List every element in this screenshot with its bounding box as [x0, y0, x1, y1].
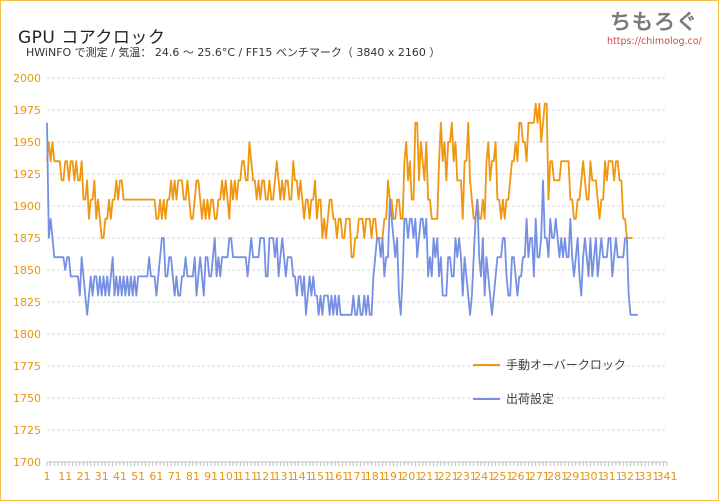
x-tick-label: 301 — [584, 470, 605, 483]
x-tick-label: 291 — [565, 470, 586, 483]
x-tick-label: 321 — [620, 470, 641, 483]
x-tick-label: 91 — [204, 470, 218, 483]
y-tick-label: 1800 — [13, 328, 41, 341]
y-tick-label: 1925 — [13, 168, 41, 181]
legend-label-1: 出荷設定 — [506, 391, 554, 406]
x-tick-label: 241 — [474, 470, 495, 483]
x-tick-label: 151 — [310, 470, 331, 483]
x-tick-label: 1 — [44, 470, 51, 483]
x-tick-label: 171 — [347, 470, 368, 483]
x-tick-label: 101 — [219, 470, 240, 483]
chart-subtitle: HWiNFO で測定 / 気温： 24.6 ～ 25.6°C / FF15 ベン… — [26, 46, 441, 59]
x-tick-label: 41 — [113, 470, 127, 483]
x-tick-label: 231 — [456, 470, 477, 483]
y-tick-label: 1725 — [13, 424, 41, 437]
x-tick-label: 31 — [95, 470, 109, 483]
y-tick-label: 2000 — [13, 72, 41, 85]
x-tick-label: 21 — [76, 470, 90, 483]
y-tick-label: 1700 — [13, 456, 41, 469]
x-tick-label: 271 — [529, 470, 550, 483]
x-axis: 1 11 21 31 41 51 61 71 81 91 101111121131141151161… — [44, 461, 678, 483]
y-tick-label: 1975 — [13, 104, 41, 117]
gridlines — [47, 77, 667, 431]
y-tick-label: 1875 — [13, 232, 41, 245]
x-tick-label: 251 — [492, 470, 513, 483]
x-tick-label: 161 — [328, 470, 349, 483]
x-tick-label: 61 — [149, 470, 163, 483]
x-tick-label: 51 — [131, 470, 145, 483]
x-tick-label: 261 — [511, 470, 532, 483]
x-tick-label: 221 — [438, 470, 459, 483]
x-tick-label: 201 — [401, 470, 422, 483]
x-tick-label: 111 — [237, 470, 258, 483]
x-tick-label: 211 — [419, 470, 440, 483]
brand-url: https://chimolog.co/ — [607, 36, 702, 47]
series-line-1 — [46, 122, 638, 316]
y-axis-labels: 1700 1725 1750 1775 1800 1825 1850 1875 1900 1925… — [13, 72, 41, 469]
x-tick-label: 141 — [292, 470, 313, 483]
x-tick-label: 331 — [638, 470, 659, 483]
legend-label-0: 手動オーバークロック — [506, 358, 626, 372]
series-lines — [46, 102, 638, 316]
chart-title: GPU コアクロック — [18, 28, 166, 48]
y-tick-label: 1900 — [13, 200, 41, 213]
series-line-0 — [46, 102, 633, 259]
x-tick-label: 191 — [383, 470, 404, 483]
y-tick-label: 1775 — [13, 360, 41, 373]
x-tick-label: 81 — [186, 470, 200, 483]
x-tick-label: 281 — [547, 470, 568, 483]
y-tick-label: 1750 — [13, 392, 41, 405]
x-tick-label: 11 — [58, 470, 72, 483]
y-tick-label: 1825 — [13, 296, 41, 309]
x-tick-label: 121 — [255, 470, 276, 483]
brand-logo: ちもろぐ — [610, 10, 698, 34]
x-tick-label: 131 — [274, 470, 295, 483]
x-tick-label: 181 — [365, 470, 386, 483]
x-tick-label: 341 — [657, 470, 678, 483]
x-tick-label: 311 — [602, 470, 623, 483]
x-tick-label: 71 — [168, 470, 182, 483]
y-tick-label: 1950 — [13, 136, 41, 149]
y-tick-label: 1850 — [13, 264, 41, 277]
